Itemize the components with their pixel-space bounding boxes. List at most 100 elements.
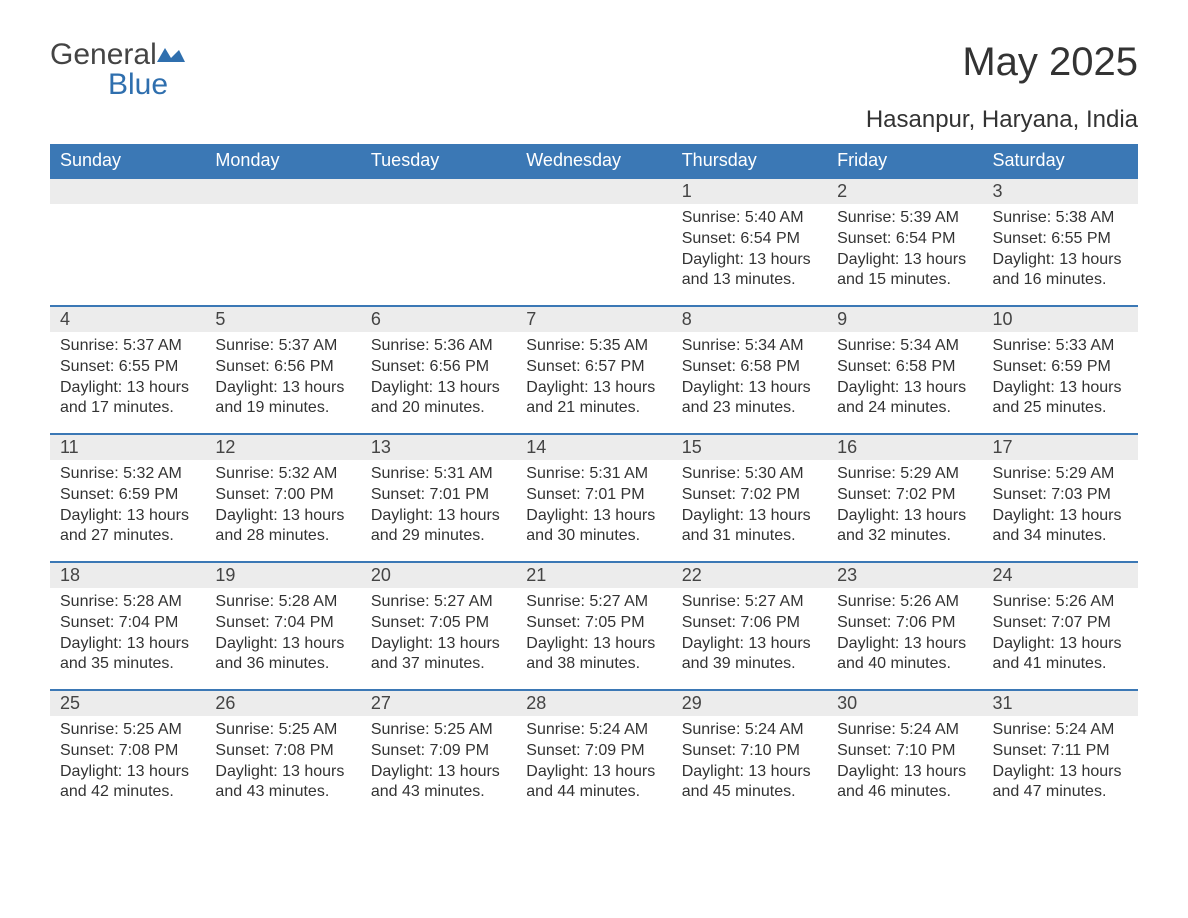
day-number: 18 <box>50 563 205 588</box>
day-day1: Daylight: 13 hours <box>60 762 195 783</box>
day-details: Sunrise: 5:24 AMSunset: 7:10 PMDaylight:… <box>672 716 827 811</box>
day-details: Sunrise: 5:40 AMSunset: 6:54 PMDaylight:… <box>672 204 827 299</box>
day-number: 20 <box>361 563 516 588</box>
calendar-week-row: 1Sunrise: 5:40 AMSunset: 6:54 PMDaylight… <box>50 178 1138 306</box>
day-number: 19 <box>205 563 360 588</box>
day-header: Thursday <box>672 144 827 178</box>
day-details: Sunrise: 5:28 AMSunset: 7:04 PMDaylight:… <box>50 588 205 683</box>
day-details: Sunrise: 5:35 AMSunset: 6:57 PMDaylight:… <box>516 332 671 427</box>
day-details: Sunrise: 5:37 AMSunset: 6:56 PMDaylight:… <box>205 332 360 427</box>
day-sunset: Sunset: 7:08 PM <box>60 741 195 762</box>
day-day2: and 24 minutes. <box>837 398 972 419</box>
day-number: 22 <box>672 563 827 588</box>
day-number: 29 <box>672 691 827 716</box>
day-number <box>50 179 205 204</box>
day-sunset: Sunset: 6:56 PM <box>215 357 350 378</box>
day-day1: Daylight: 13 hours <box>215 378 350 399</box>
day-number: 7 <box>516 307 671 332</box>
calendar-cell: 11Sunrise: 5:32 AMSunset: 6:59 PMDayligh… <box>50 434 205 562</box>
calendar-cell: 12Sunrise: 5:32 AMSunset: 7:00 PMDayligh… <box>205 434 360 562</box>
logo-word1: General <box>50 38 157 71</box>
day-sunrise: Sunrise: 5:24 AM <box>837 720 972 741</box>
day-number <box>205 179 360 204</box>
day-day2: and 21 minutes. <box>526 398 661 419</box>
day-day2: and 47 minutes. <box>993 782 1128 803</box>
day-details: Sunrise: 5:25 AMSunset: 7:08 PMDaylight:… <box>50 716 205 811</box>
day-sunrise: Sunrise: 5:27 AM <box>526 592 661 613</box>
day-day2: and 40 minutes. <box>837 654 972 675</box>
day-sunrise: Sunrise: 5:27 AM <box>682 592 817 613</box>
day-day1: Daylight: 13 hours <box>837 634 972 655</box>
day-day1: Daylight: 13 hours <box>837 506 972 527</box>
calendar-cell: 8Sunrise: 5:34 AMSunset: 6:58 PMDaylight… <box>672 306 827 434</box>
calendar-cell <box>516 178 671 306</box>
page-title: May 2025 <box>962 40 1138 85</box>
calendar-cell: 26Sunrise: 5:25 AMSunset: 7:08 PMDayligh… <box>205 690 360 818</box>
day-day1: Daylight: 13 hours <box>60 378 195 399</box>
day-day2: and 42 minutes. <box>60 782 195 803</box>
calendar-cell: 3Sunrise: 5:38 AMSunset: 6:55 PMDaylight… <box>983 178 1138 306</box>
calendar-cell: 16Sunrise: 5:29 AMSunset: 7:02 PMDayligh… <box>827 434 982 562</box>
day-day1: Daylight: 13 hours <box>526 506 661 527</box>
day-sunrise: Sunrise: 5:38 AM <box>993 208 1128 229</box>
day-number: 26 <box>205 691 360 716</box>
day-day2: and 23 minutes. <box>682 398 817 419</box>
day-number: 16 <box>827 435 982 460</box>
day-number: 12 <box>205 435 360 460</box>
day-sunset: Sunset: 7:03 PM <box>993 485 1128 506</box>
day-sunset: Sunset: 6:55 PM <box>993 229 1128 250</box>
day-header: Tuesday <box>361 144 516 178</box>
day-sunset: Sunset: 7:04 PM <box>60 613 195 634</box>
calendar-cell: 23Sunrise: 5:26 AMSunset: 7:06 PMDayligh… <box>827 562 982 690</box>
calendar-week-row: 25Sunrise: 5:25 AMSunset: 7:08 PMDayligh… <box>50 690 1138 818</box>
day-number <box>361 179 516 204</box>
calendar-cell: 1Sunrise: 5:40 AMSunset: 6:54 PMDaylight… <box>672 178 827 306</box>
day-number: 28 <box>516 691 671 716</box>
day-sunset: Sunset: 6:59 PM <box>993 357 1128 378</box>
day-sunset: Sunset: 7:06 PM <box>837 613 972 634</box>
day-number: 10 <box>983 307 1138 332</box>
day-sunrise: Sunrise: 5:27 AM <box>371 592 506 613</box>
day-sunset: Sunset: 7:05 PM <box>371 613 506 634</box>
calendar-cell: 19Sunrise: 5:28 AMSunset: 7:04 PMDayligh… <box>205 562 360 690</box>
day-sunset: Sunset: 7:10 PM <box>682 741 817 762</box>
calendar-week-row: 18Sunrise: 5:28 AMSunset: 7:04 PMDayligh… <box>50 562 1138 690</box>
day-sunrise: Sunrise: 5:35 AM <box>526 336 661 357</box>
day-sunset: Sunset: 7:08 PM <box>215 741 350 762</box>
day-day1: Daylight: 13 hours <box>993 634 1128 655</box>
day-number: 15 <box>672 435 827 460</box>
day-sunrise: Sunrise: 5:30 AM <box>682 464 817 485</box>
page-subtitle: Hasanpur, Haryana, India <box>50 106 1138 134</box>
logo-text: General Blue <box>50 40 191 100</box>
calendar-cell: 20Sunrise: 5:27 AMSunset: 7:05 PMDayligh… <box>361 562 516 690</box>
day-number: 13 <box>361 435 516 460</box>
day-sunrise: Sunrise: 5:36 AM <box>371 336 506 357</box>
day-day2: and 36 minutes. <box>215 654 350 675</box>
day-sunset: Sunset: 7:10 PM <box>837 741 972 762</box>
day-sunset: Sunset: 6:57 PM <box>526 357 661 378</box>
calendar-cell: 30Sunrise: 5:24 AMSunset: 7:10 PMDayligh… <box>827 690 982 818</box>
day-sunrise: Sunrise: 5:34 AM <box>682 336 817 357</box>
day-number: 8 <box>672 307 827 332</box>
day-number: 23 <box>827 563 982 588</box>
day-details: Sunrise: 5:30 AMSunset: 7:02 PMDaylight:… <box>672 460 827 555</box>
day-day2: and 30 minutes. <box>526 526 661 547</box>
day-day1: Daylight: 13 hours <box>215 634 350 655</box>
day-day2: and 27 minutes. <box>60 526 195 547</box>
day-sunrise: Sunrise: 5:40 AM <box>682 208 817 229</box>
day-details: Sunrise: 5:27 AMSunset: 7:05 PMDaylight:… <box>516 588 671 683</box>
day-sunset: Sunset: 7:07 PM <box>993 613 1128 634</box>
day-day2: and 20 minutes. <box>371 398 506 419</box>
day-sunrise: Sunrise: 5:37 AM <box>60 336 195 357</box>
day-details: Sunrise: 5:37 AMSunset: 6:55 PMDaylight:… <box>50 332 205 427</box>
day-details: Sunrise: 5:27 AMSunset: 7:06 PMDaylight:… <box>672 588 827 683</box>
day-sunrise: Sunrise: 5:32 AM <box>60 464 195 485</box>
day-day1: Daylight: 13 hours <box>837 378 972 399</box>
day-day2: and 46 minutes. <box>837 782 972 803</box>
day-details: Sunrise: 5:36 AMSunset: 6:56 PMDaylight:… <box>361 332 516 427</box>
day-header: Monday <box>205 144 360 178</box>
day-details: Sunrise: 5:25 AMSunset: 7:09 PMDaylight:… <box>361 716 516 811</box>
calendar-cell: 9Sunrise: 5:34 AMSunset: 6:58 PMDaylight… <box>827 306 982 434</box>
day-sunset: Sunset: 7:01 PM <box>371 485 506 506</box>
day-number: 27 <box>361 691 516 716</box>
